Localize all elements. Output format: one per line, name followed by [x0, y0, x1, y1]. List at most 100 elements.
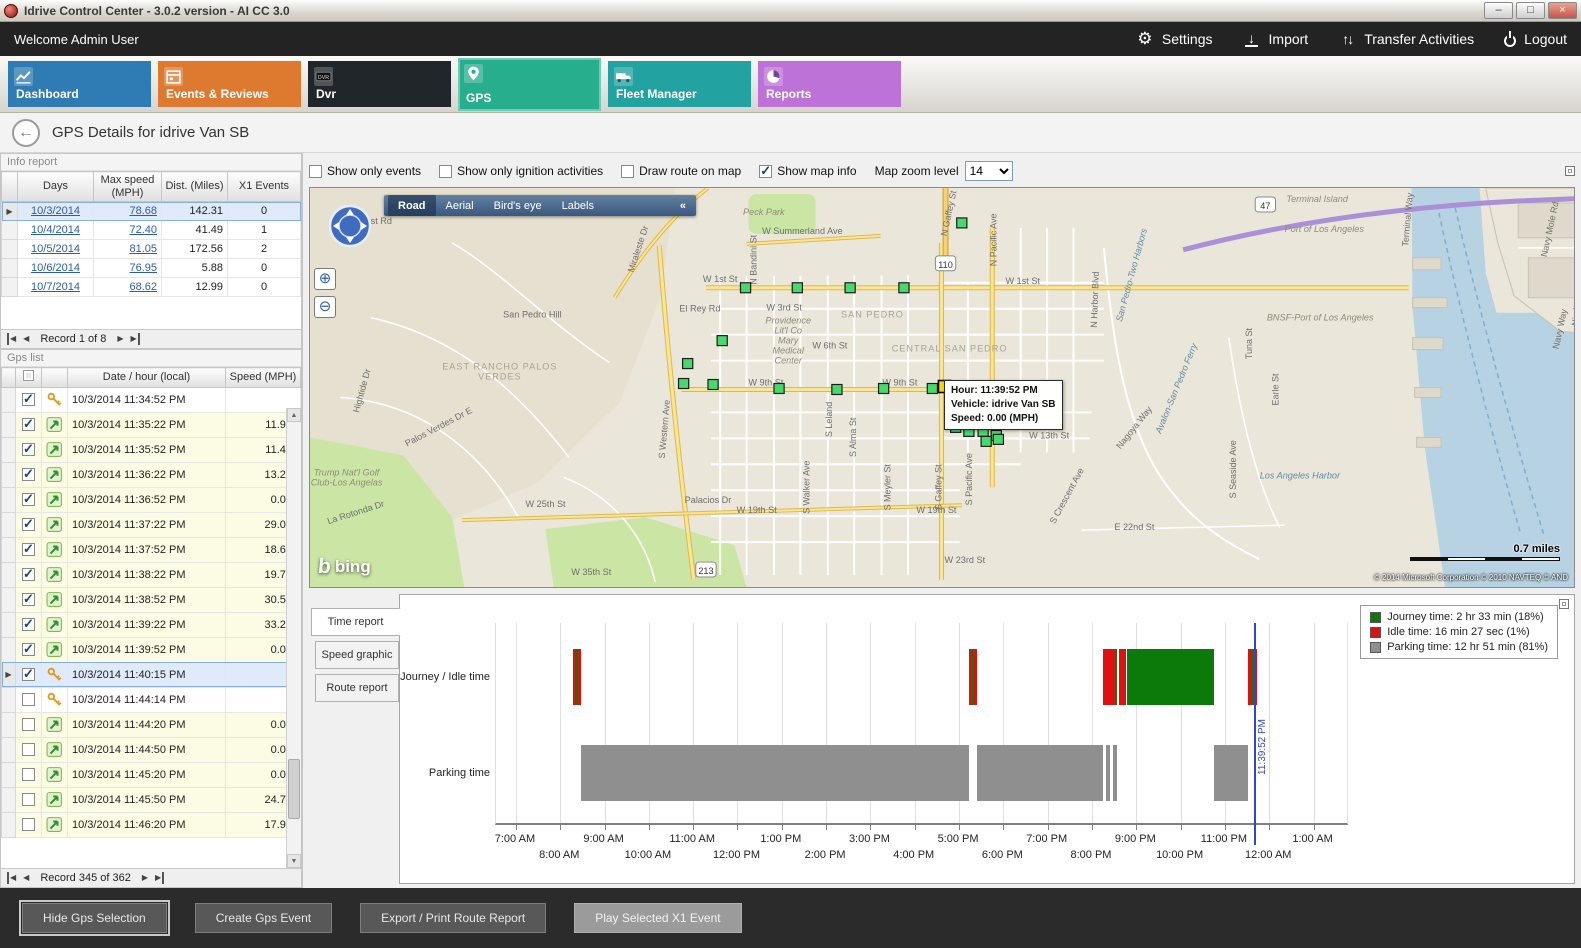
last-page-icon[interactable] — [155, 872, 165, 884]
footer-hide-gps-selection[interactable]: Hide Gps Selection — [19, 900, 170, 936]
gps-list-scrollbar[interactable]: ▲ ▼ — [286, 408, 301, 868]
gps-point-marker[interactable] — [681, 357, 694, 370]
gps-point-marker[interactable] — [898, 282, 910, 294]
checkbox[interactable] — [309, 164, 322, 178]
first-page-icon[interactable] — [7, 872, 16, 884]
last-page-icon[interactable] — [131, 333, 140, 345]
next-page-icon[interactable] — [142, 872, 148, 884]
max-speed-link[interactable]: 78.68 — [129, 205, 157, 218]
gps-point-marker[interactable] — [739, 282, 752, 294]
gps-list-row[interactable]: 10/3/2014 11:44:50 PM 0.00 — [1, 736, 301, 763]
tab-reports[interactable]: Reports — [758, 61, 901, 107]
collapse-map-styles-icon[interactable]: « — [679, 199, 686, 212]
gps-list-row[interactable]: 10/3/2014 11:39:52 PM0.00 — [1, 636, 301, 663]
gps-point-marker[interactable] — [831, 383, 843, 396]
menu-item-transfer-activities[interactable]: ↑↓ Transfer Activities — [1338, 30, 1474, 48]
footer-play-selected-x1-event[interactable]: Play Selected X1 Event — [574, 903, 742, 933]
checkbox[interactable] — [759, 163, 773, 179]
maximize-icon[interactable]: □ — [1516, 2, 1545, 19]
collapse-panel-icon[interactable] — [1565, 166, 1575, 176]
checkbox[interactable] — [439, 164, 453, 178]
day-link[interactable]: 10/6/2014 — [31, 262, 80, 275]
gps-point-marker[interactable] — [791, 282, 804, 294]
speed-column-header[interactable]: Speed (MPH) — [225, 367, 301, 388]
info-report-row[interactable]: 10/6/2014 76.95 5.88 0 — [1, 258, 301, 279]
gps-list-row[interactable]: 10/3/2014 11:46:20 PM 17.93 — [1, 811, 301, 838]
select-all-header[interactable] — [15, 367, 42, 388]
gps-list-row[interactable]: ▶ 10/3/2014 11:40:15 PM — [1, 661, 301, 688]
scroll-up-icon[interactable]: ▲ — [287, 408, 301, 422]
row-checkbox[interactable] — [22, 541, 35, 557]
gps-list-row[interactable]: 10/3/2014 11:45:50 PM 24.75 — [1, 786, 301, 813]
map-style-labels[interactable]: Labels — [561, 199, 594, 212]
report-tab-time-report[interactable]: Time report — [311, 608, 401, 636]
date-hour-column-header[interactable]: Date / hour (local) — [67, 367, 226, 388]
first-page-icon[interactable] — [7, 333, 16, 345]
gps-list-row[interactable]: 10/3/2014 11:44:20 PM 0.00 — [1, 711, 301, 738]
row-checkbox[interactable] — [22, 693, 35, 707]
gps-point-marker[interactable] — [773, 382, 785, 395]
row-checkbox[interactable] — [22, 566, 35, 582]
row-checkbox[interactable] — [22, 641, 35, 657]
next-page-icon[interactable] — [117, 333, 123, 345]
row-checkbox[interactable] — [22, 818, 35, 832]
map-option-show-only-ignition-activities[interactable]: Show only ignition activities — [439, 164, 603, 178]
info-report-row[interactable]: ▶ 10/3/2014 78.68 142.31 0 — [1, 201, 301, 222]
gps-point-marker[interactable] — [844, 282, 856, 294]
scroll-down-icon[interactable]: ▼ — [287, 854, 301, 868]
max-speed-link[interactable]: 68.62 — [129, 281, 157, 294]
map-zoom-select[interactable]: 14 — [964, 161, 1013, 181]
gps-point-marker[interactable] — [956, 217, 968, 229]
map-option-show-only-events[interactable]: Show only events — [309, 164, 421, 178]
gps-list-row[interactable]: 10/3/2014 11:36:52 PM0.00 — [1, 486, 301, 513]
gps-list-row[interactable]: 10/3/2014 11:34:52 PM — [1, 386, 301, 413]
checkbox[interactable] — [621, 164, 635, 178]
gps-point-marker[interactable] — [677, 377, 690, 390]
footer-export-print-route-report[interactable]: Export / Print Route Report — [360, 903, 547, 933]
day-link[interactable]: 10/5/2014 — [31, 243, 80, 256]
tab-fleet[interactable]: Fleet Manager — [608, 61, 751, 107]
map-compass-control[interactable] — [328, 204, 372, 248]
row-checkbox[interactable] — [22, 416, 35, 432]
gps-point-marker[interactable] — [716, 335, 728, 347]
row-checkbox[interactable] — [22, 391, 35, 407]
gps-list-row[interactable]: 10/3/2014 11:44:14 PM — [1, 686, 301, 713]
row-checkbox[interactable] — [22, 466, 35, 482]
gps-point-marker[interactable] — [992, 433, 1005, 445]
row-checkbox[interactable] — [22, 743, 35, 757]
map-option-show-map-info[interactable]: Show map info — [759, 163, 857, 179]
report-tab-route-report[interactable]: Route report — [315, 674, 399, 702]
gps-point-marker[interactable] — [707, 378, 719, 391]
map-option-draw-route-on-map[interactable]: Draw route on map — [621, 164, 741, 178]
row-checkbox[interactable] — [22, 516, 35, 532]
info-report-row[interactable]: 10/4/2014 72.40 41.49 1 — [1, 220, 301, 241]
map[interactable]: Crest Rd W Summerland Ave N Bandini St Mira… — [309, 187, 1575, 588]
zoom-out-icon[interactable]: ⊖ — [314, 296, 336, 318]
report-tab-speed-graphic[interactable]: Speed graphic — [315, 641, 399, 669]
row-checkbox[interactable] — [22, 718, 35, 732]
max-speed-link[interactable]: 72.40 — [129, 224, 157, 237]
info-report-row[interactable]: 10/7/2014 68.62 12.99 0 — [1, 277, 301, 298]
map-style-road[interactable]: Road — [388, 195, 436, 216]
tab-dashboard[interactable]: Dashboard — [8, 61, 151, 107]
menu-item-logout[interactable]: Logout — [1504, 31, 1567, 47]
info-report-row[interactable]: 10/5/2014 81.05 172.56 2 — [1, 239, 301, 260]
row-checkbox[interactable] — [22, 491, 35, 507]
dist-column-header[interactable]: Dist. (Miles) — [161, 171, 228, 203]
row-checkbox[interactable] — [22, 793, 35, 807]
max-speed-link[interactable]: 76.95 — [129, 262, 157, 275]
minimize-icon[interactable]: – — [1484, 2, 1513, 19]
gps-list-row[interactable]: 10/3/2014 11:45:20 PM 0.00 — [1, 761, 301, 788]
x1-events-column-header[interactable]: X1 Events — [227, 171, 301, 203]
row-checkbox[interactable] — [22, 441, 35, 457]
tab-dvr[interactable]: DVR Dvr — [308, 61, 451, 107]
menu-item-import[interactable]: ↓ Import — [1243, 30, 1308, 48]
